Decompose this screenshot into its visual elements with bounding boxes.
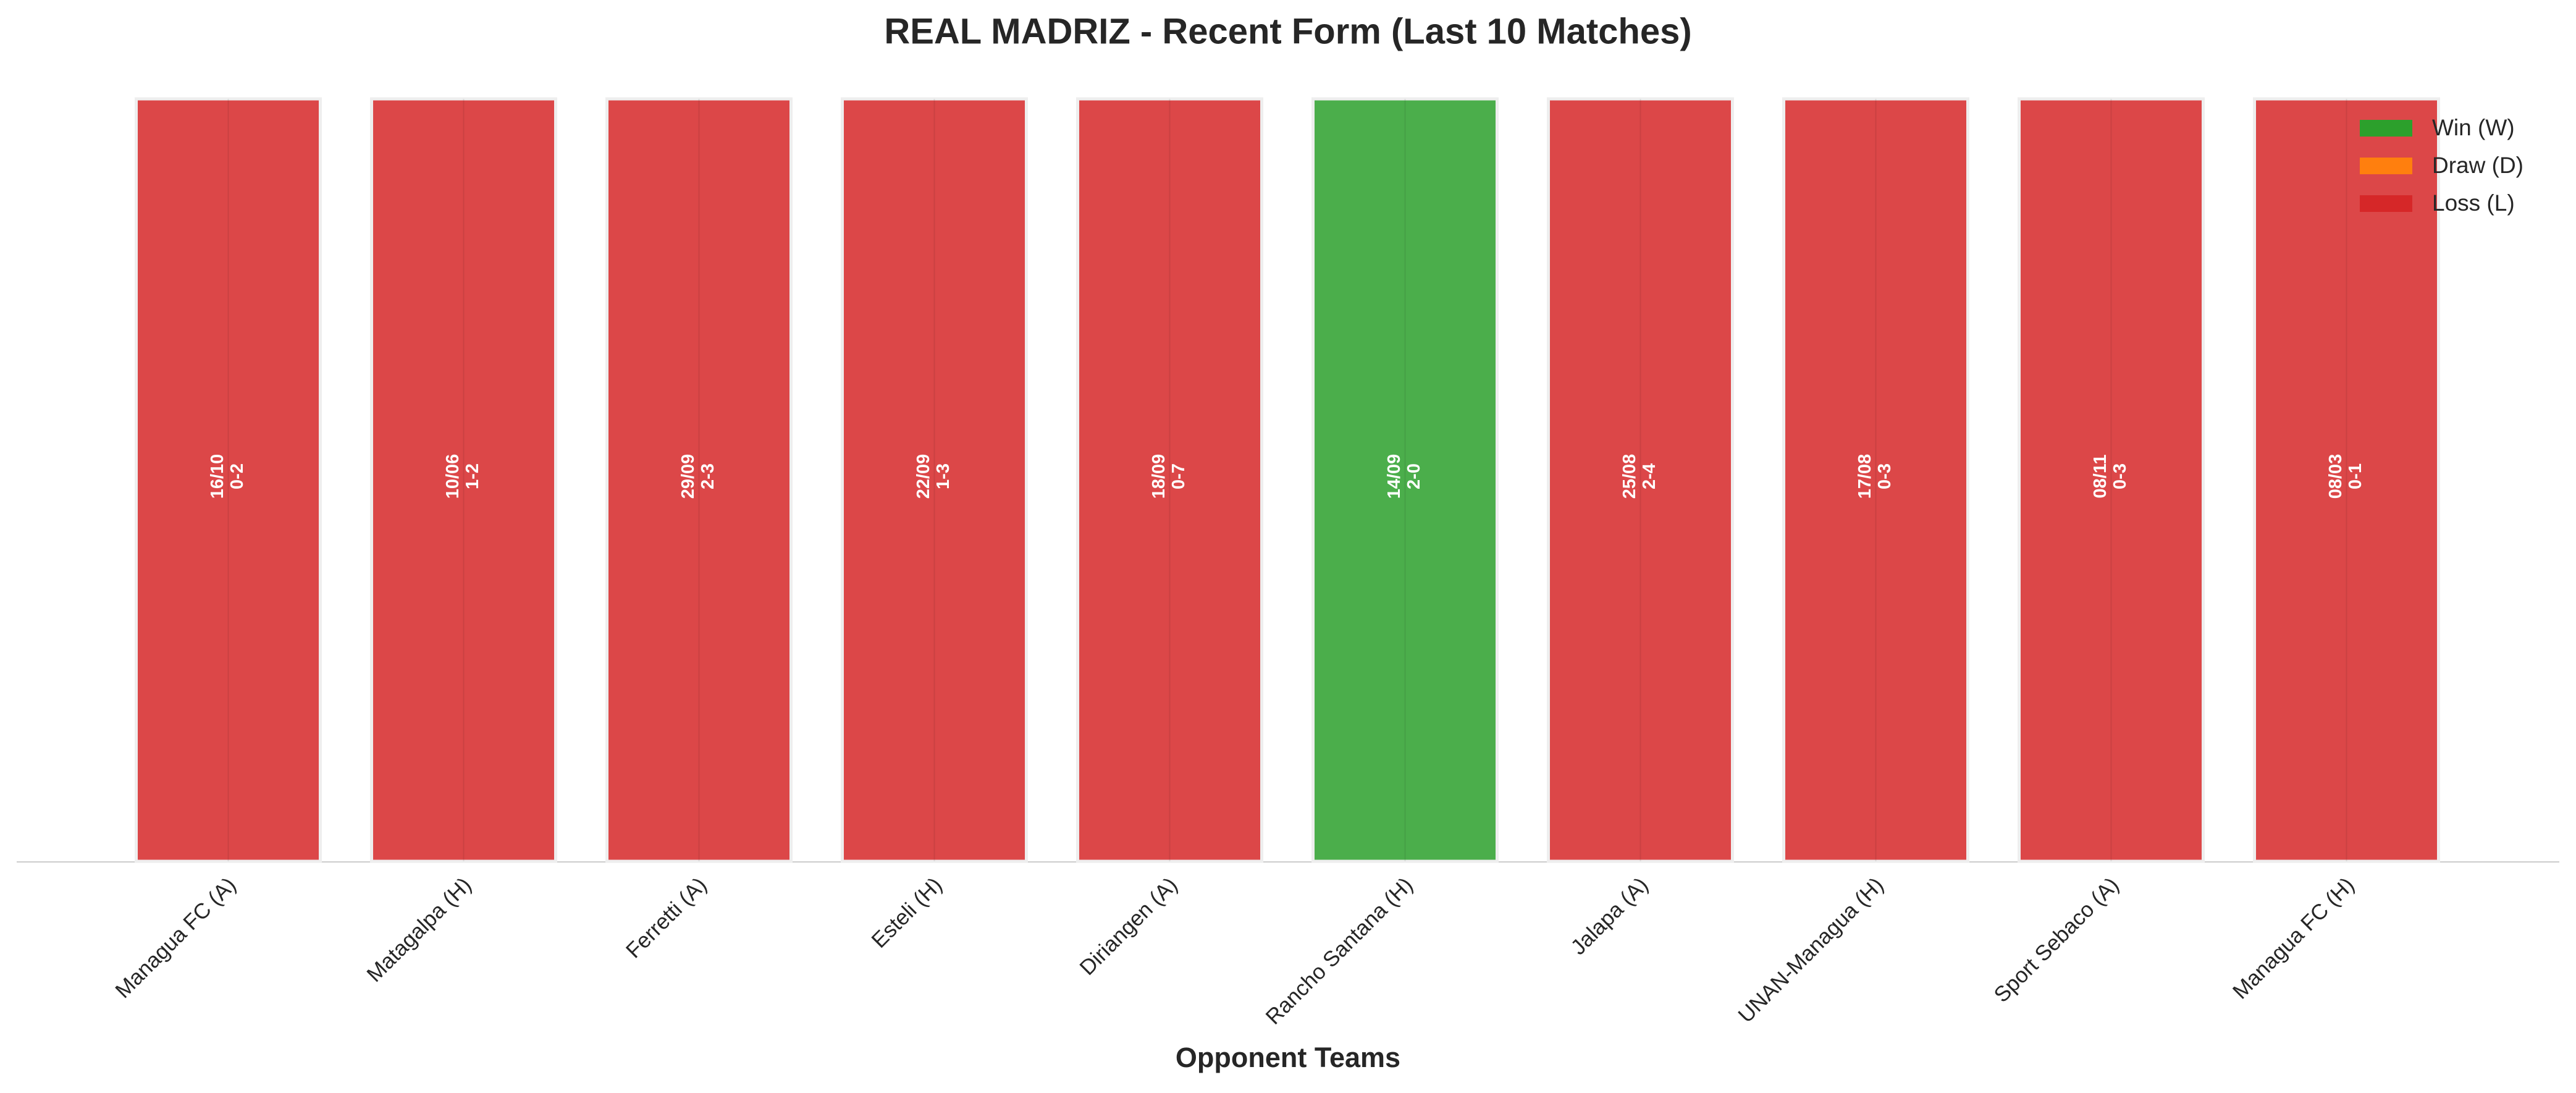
match-date: 14/09 (1384, 454, 1404, 499)
match-score: 0-3 (1875, 463, 1895, 489)
match-date: 17/08 (1855, 454, 1875, 499)
legend-swatch (2360, 120, 2412, 137)
bar-label: 10/06 1-2 (443, 454, 482, 499)
bar (135, 97, 322, 863)
bar (605, 97, 793, 863)
bar (2018, 97, 2205, 863)
bar (1076, 97, 1263, 863)
match-score: 1-2 (463, 463, 482, 489)
legend-swatch (2360, 195, 2412, 212)
match-date: 22/09 (914, 454, 933, 499)
match-date: 10/06 (443, 454, 463, 499)
bar (370, 97, 557, 863)
match-score: 0-2 (227, 463, 247, 489)
legend-swatch (2360, 158, 2412, 174)
match-date: 08/11 (2090, 455, 2110, 499)
x-tick-label: Sport Sebaco (A) (1989, 873, 2123, 1007)
x-tick-label: Ferretti (A) (621, 873, 712, 963)
bar-label: 22/09 1-3 (914, 454, 953, 499)
bar (1547, 97, 1734, 863)
match-score: 1-3 (933, 463, 953, 489)
bar (1311, 97, 1499, 863)
legend-label: Draw (D) (2432, 153, 2523, 178)
match-score: 2-3 (698, 463, 718, 489)
x-tick-label: Rancho Santana (H) (1261, 873, 1417, 1029)
bar (1782, 97, 1969, 863)
bar-label: 14/09 2-0 (1384, 454, 1424, 499)
bar-label: 25/08 2-4 (1620, 454, 1659, 499)
legend-label: Win (W) (2432, 115, 2515, 140)
chart-title: REAL MADRIZ - Recent Form (Last 10 Match… (884, 11, 1691, 51)
bar (841, 97, 1028, 863)
x-tick-label: Managua FC (H) (2228, 873, 2359, 1004)
match-date: 18/09 (1149, 454, 1169, 499)
match-score: 2-4 (1639, 463, 1659, 489)
bar (2253, 97, 2440, 863)
bar-label: 16/10 0-2 (208, 454, 247, 499)
match-date: 29/09 (678, 454, 698, 499)
x-tick-label: Managua FC (A) (111, 873, 241, 1003)
x-tick-label: Matagalpa (H) (362, 873, 476, 987)
match-score: 0-1 (2346, 463, 2365, 489)
x-tick-label: Esteli (H) (867, 873, 946, 953)
match-score: 0-7 (1169, 463, 1189, 489)
x-tick-label: Diriangen (A) (1075, 873, 1182, 980)
bar-label: 17/08 0-3 (1855, 454, 1895, 499)
bar-label: 18/09 0-7 (1149, 454, 1189, 499)
x-tick-label: UNAN-Managua (H) (1733, 873, 1888, 1028)
legend-label: Loss (L) (2432, 190, 2515, 216)
match-date: 08/03 (2326, 454, 2346, 499)
bar-label: 08/03 0-1 (2326, 454, 2365, 499)
match-date: 25/08 (1620, 454, 1639, 499)
bar-label: 29/09 2-3 (678, 454, 718, 499)
bar-label: 08/11 0-3 (2090, 455, 2130, 499)
x-axis-label: Opponent Teams (1176, 1042, 1400, 1073)
match-score: 2-0 (1404, 463, 1424, 489)
x-tick-label: Jalapa (A) (1566, 873, 1652, 960)
match-date: 16/10 (208, 454, 227, 499)
match-score: 0-3 (2110, 463, 2130, 489)
